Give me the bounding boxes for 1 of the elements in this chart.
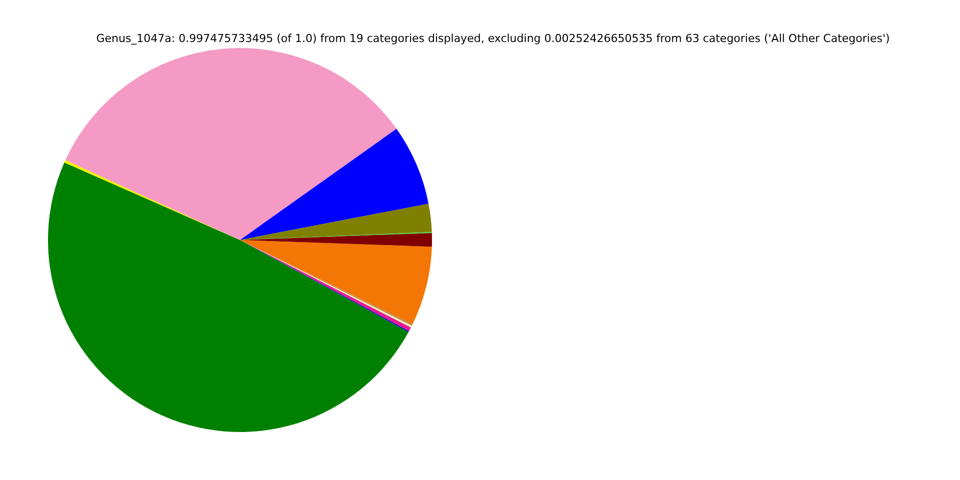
text: Genus_1047a: 0.997475733495 (of 1.0) from 19 categories displayed, excluding 0.00252426650535 from 63 categories ('All Other Categories') [95, 32, 891, 45]
